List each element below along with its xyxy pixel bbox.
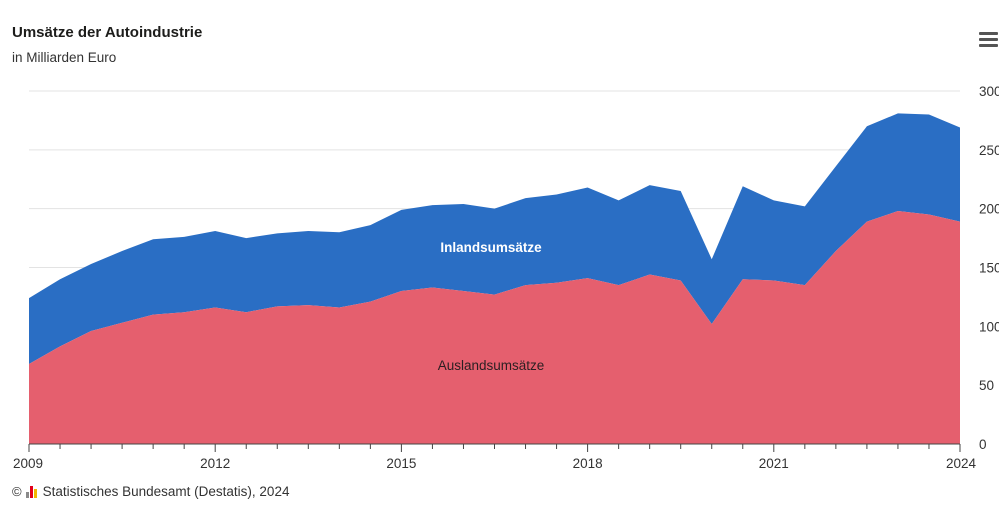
copyright-symbol: ©: [12, 484, 22, 499]
series-label-inlandsumsaetze: Inlandsumsätze: [440, 240, 542, 255]
series-label-auslandsumsaetze: Auslandsumsätze: [438, 358, 545, 373]
x-tick-label-2012: 2012: [200, 456, 230, 471]
y-tick-label-200: 200: [979, 202, 999, 217]
y-tick-label-250: 250: [979, 143, 999, 158]
x-tick-label-2009: 2009: [13, 456, 43, 471]
hamburger-menu-icon[interactable]: [979, 31, 999, 47]
y-tick-label-300: 300: [979, 84, 999, 99]
stacked-area-chart: Auslandsumsätze Inlandsumsätze 2009 2012 201…: [13, 84, 999, 471]
destatis-logo-icon: [25, 485, 39, 498]
x-tick-label-2018: 2018: [573, 456, 603, 471]
y-tick-label-150: 150: [979, 261, 999, 276]
x-tick-label-2015: 2015: [386, 456, 416, 471]
y-tick-label-0: 0: [979, 437, 987, 452]
chart-subtitle: in Milliarden Euro: [12, 50, 117, 65]
series-area-auslandsumsaetze: [29, 211, 960, 444]
y-tick-label-100: 100: [979, 319, 999, 334]
y-tick-label-50: 50: [979, 378, 994, 393]
source-text: Statistisches Bundesamt (Destatis), 2024: [42, 484, 290, 499]
x-tick-label-2021: 2021: [759, 456, 789, 471]
series-area-inlandsumsaetze: [29, 113, 960, 364]
chart-title: Umsätze der Autoindustrie: [12, 24, 203, 41]
x-tick-label-2024: 2024: [946, 456, 977, 471]
source-footer: © Statistisches Bundesamt (Destatis), 20…: [12, 484, 289, 499]
